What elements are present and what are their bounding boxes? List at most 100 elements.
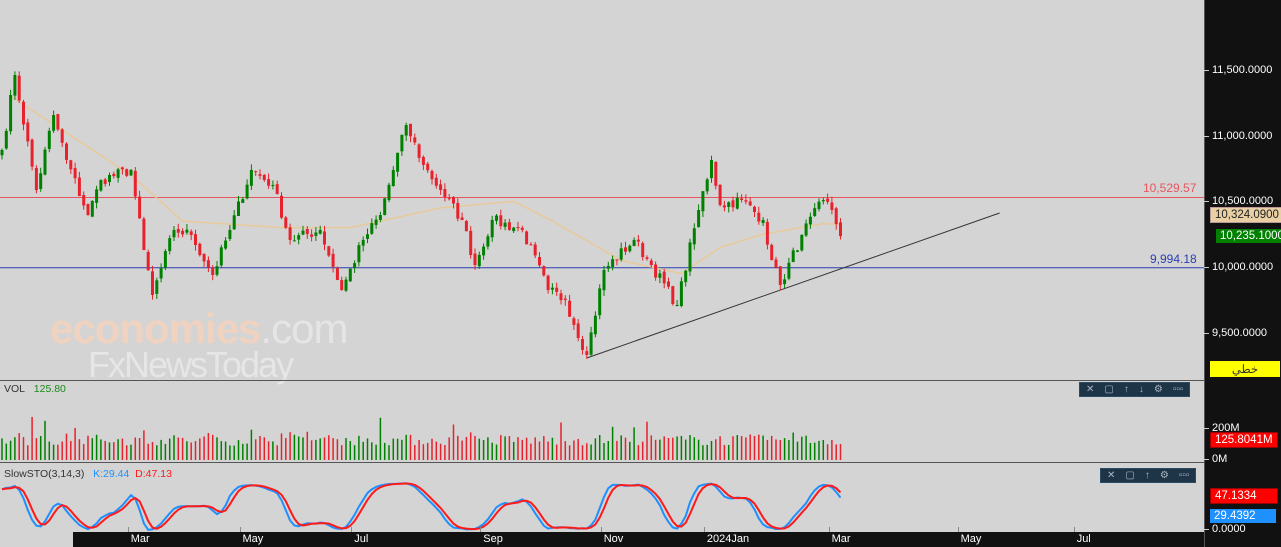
candle-body [486, 236, 490, 247]
time-axis-label: 2024Jan [703, 527, 750, 545]
candle-body [684, 270, 688, 283]
close-icon[interactable]: ✕ [1107, 470, 1116, 481]
candle-body [146, 252, 150, 271]
candle-body [129, 169, 133, 176]
panel-divider[interactable] [0, 462, 1204, 463]
candle-body [430, 170, 434, 180]
candle-body [258, 174, 262, 176]
candle-body [787, 262, 791, 279]
candle-body [826, 198, 830, 202]
candle-body [353, 263, 357, 269]
candle-body [559, 293, 563, 301]
candle-body [43, 149, 47, 175]
move-up-icon[interactable]: ↑ [1123, 384, 1129, 395]
candle-body [370, 223, 374, 234]
candle-body [456, 202, 460, 219]
stochastic-panel-title: SlowSTO(3,14,3) K:29.44 D:47.13 [4, 468, 172, 480]
candle-body [830, 202, 834, 211]
candle-body [249, 169, 253, 186]
candle-body [357, 245, 361, 263]
candle-body [69, 160, 73, 170]
candle-body [228, 229, 232, 239]
settings-icon[interactable]: ⚙ [1153, 384, 1163, 395]
candle-body [800, 234, 804, 251]
candle-body [817, 201, 821, 210]
candle-body [636, 239, 640, 242]
candle-body [550, 287, 554, 290]
candle-body [710, 159, 713, 179]
settings-icon[interactable]: ⚙ [1159, 470, 1169, 481]
candle-body [808, 216, 812, 225]
candle-body [701, 191, 705, 212]
candle-body [632, 239, 636, 246]
resistance-line-label: 10,529.57 [1143, 181, 1197, 195]
candle-body [413, 137, 417, 143]
candle-body [344, 279, 348, 291]
candle-body [189, 231, 193, 235]
close-icon[interactable]: ✕ [1086, 384, 1095, 395]
candle-body [103, 179, 107, 184]
candle-body [645, 257, 649, 259]
move-down-icon[interactable]: ↓ [1138, 384, 1144, 395]
maximize-icon[interactable]: ▢ [1125, 470, 1135, 481]
maximize-icon[interactable]: ▢ [1104, 384, 1114, 395]
candle-body [366, 234, 369, 239]
candle-body [400, 134, 404, 152]
ma-value-badge: 10,324.0900 [1210, 207, 1281, 223]
price-axis[interactable] [1204, 0, 1281, 547]
candle-body [0, 149, 4, 156]
chart-type-button[interactable]: خطي [1210, 361, 1280, 377]
more-icon[interactable]: ▫▫▫ [1178, 470, 1190, 481]
candle-body [374, 219, 378, 225]
price-axis-label: 11,500.0000 [1203, 64, 1273, 76]
candle-body [452, 197, 455, 204]
candle-body [606, 265, 610, 269]
candle-body [176, 229, 180, 233]
candle-body [335, 267, 339, 280]
stochastic-panel-toolbar: ✕ ▢ ↑ ⚙ ▫▫▫ [1100, 468, 1197, 483]
candle-body [219, 247, 223, 266]
candle-body [82, 194, 86, 206]
candle-body [52, 115, 56, 131]
candle-body [804, 223, 808, 236]
candle-body [482, 246, 486, 256]
candle-body [34, 168, 38, 191]
candle-body [262, 174, 266, 180]
price-axis-label: 11,000.0000 [1203, 129, 1273, 142]
candle-body [206, 260, 210, 268]
candle-body [611, 259, 615, 267]
candle-body [138, 196, 142, 219]
candle-body [387, 184, 391, 201]
candle-body [198, 243, 202, 256]
candle-body [391, 169, 395, 186]
volume-axis-label: 200M [1204, 422, 1240, 434]
candle-body [705, 179, 709, 192]
candle-body [735, 197, 739, 209]
candle-body [301, 230, 305, 235]
panel-divider[interactable] [0, 380, 1204, 381]
candle-body [280, 195, 283, 218]
candle-body [421, 156, 425, 165]
candle-body [796, 250, 799, 252]
candle-body [172, 229, 176, 238]
candle-body [163, 251, 167, 268]
candle-body [202, 253, 206, 262]
candle-body [473, 253, 477, 266]
move-up-icon[interactable]: ↑ [1144, 470, 1150, 481]
time-axis[interactable] [73, 532, 1204, 547]
more-icon[interactable]: ▫▫▫ [1172, 384, 1184, 395]
candle-body [17, 75, 21, 101]
candle-body [469, 230, 473, 256]
candle-body [275, 184, 279, 194]
candle-body [546, 275, 550, 290]
candle-body [318, 229, 322, 234]
candle-body [30, 139, 34, 167]
candle-body [495, 215, 498, 221]
candle-body [555, 287, 559, 292]
candle-body [503, 222, 507, 227]
candle-body [108, 174, 111, 182]
candle-body [581, 339, 584, 350]
stoch-d-badge: 47.1334 [1210, 488, 1278, 504]
candle-body [4, 130, 8, 149]
